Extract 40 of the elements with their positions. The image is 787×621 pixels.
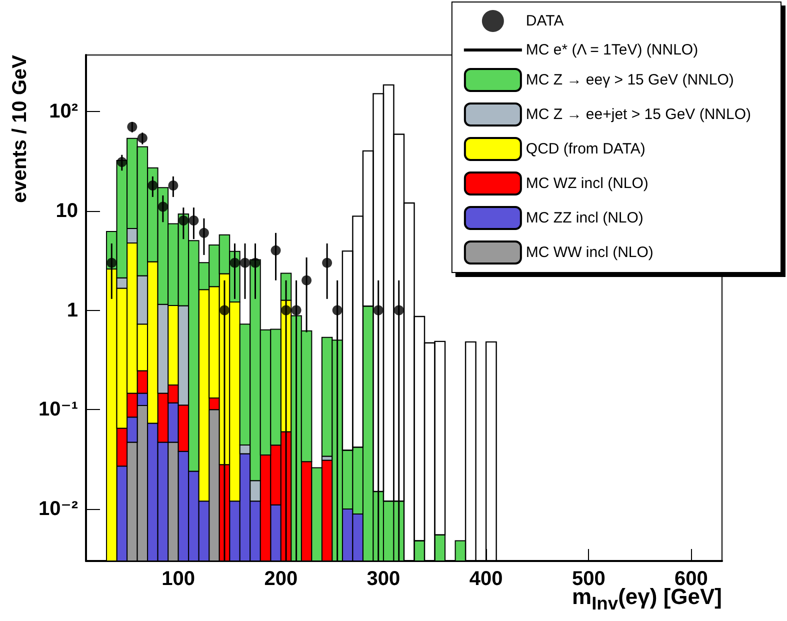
legend-label: MC Z → eeγ > 15 GeV (NNLO) bbox=[526, 72, 734, 88]
point bbox=[116, 157, 127, 168]
y-tick-label: 10⁻¹ bbox=[38, 398, 78, 421]
x-tick-label: 100 bbox=[162, 568, 196, 590]
legend-label: QCD (from DATA) bbox=[526, 140, 646, 158]
y-axis-title: events / 10 GeV bbox=[8, 55, 32, 203]
point bbox=[148, 180, 158, 190]
point bbox=[168, 180, 178, 190]
point bbox=[250, 258, 260, 268]
legend-label: MC ZZ incl (NLO) bbox=[526, 210, 644, 226]
point bbox=[137, 133, 148, 144]
legend-label: DATA bbox=[526, 12, 564, 30]
legend-label: MC e* (Λ = 1TeV) (NNLO) bbox=[526, 42, 698, 58]
point bbox=[219, 305, 230, 316]
point bbox=[322, 258, 332, 268]
legend-label: MC Z → ee+jet > 15 GeV (NNLO) bbox=[526, 106, 752, 123]
point bbox=[178, 215, 188, 226]
x-tick-label: 300 bbox=[366, 568, 400, 590]
point bbox=[127, 122, 138, 132]
x-tick-label: 200 bbox=[264, 568, 298, 590]
point bbox=[240, 258, 250, 268]
point bbox=[270, 245, 281, 256]
legend-label: MC WZ incl (NLO) bbox=[526, 175, 648, 192]
point bbox=[291, 305, 302, 316]
point bbox=[198, 228, 209, 238]
point bbox=[373, 305, 384, 316]
point bbox=[188, 215, 199, 226]
point bbox=[332, 305, 342, 316]
legend-label: MC WW incl (NLO) bbox=[526, 244, 654, 261]
point bbox=[281, 305, 292, 316]
point bbox=[394, 305, 404, 316]
point bbox=[230, 258, 240, 268]
y-tick-label: 10⁻² bbox=[38, 498, 78, 520]
point bbox=[106, 258, 117, 268]
point bbox=[158, 202, 168, 212]
y-tick-label: 1 bbox=[66, 299, 78, 322]
y-tick-label: 10² bbox=[49, 100, 78, 122]
x-tick-label: 400 bbox=[469, 568, 503, 590]
y-tick-label: 10 bbox=[56, 200, 78, 222]
point bbox=[302, 275, 312, 286]
